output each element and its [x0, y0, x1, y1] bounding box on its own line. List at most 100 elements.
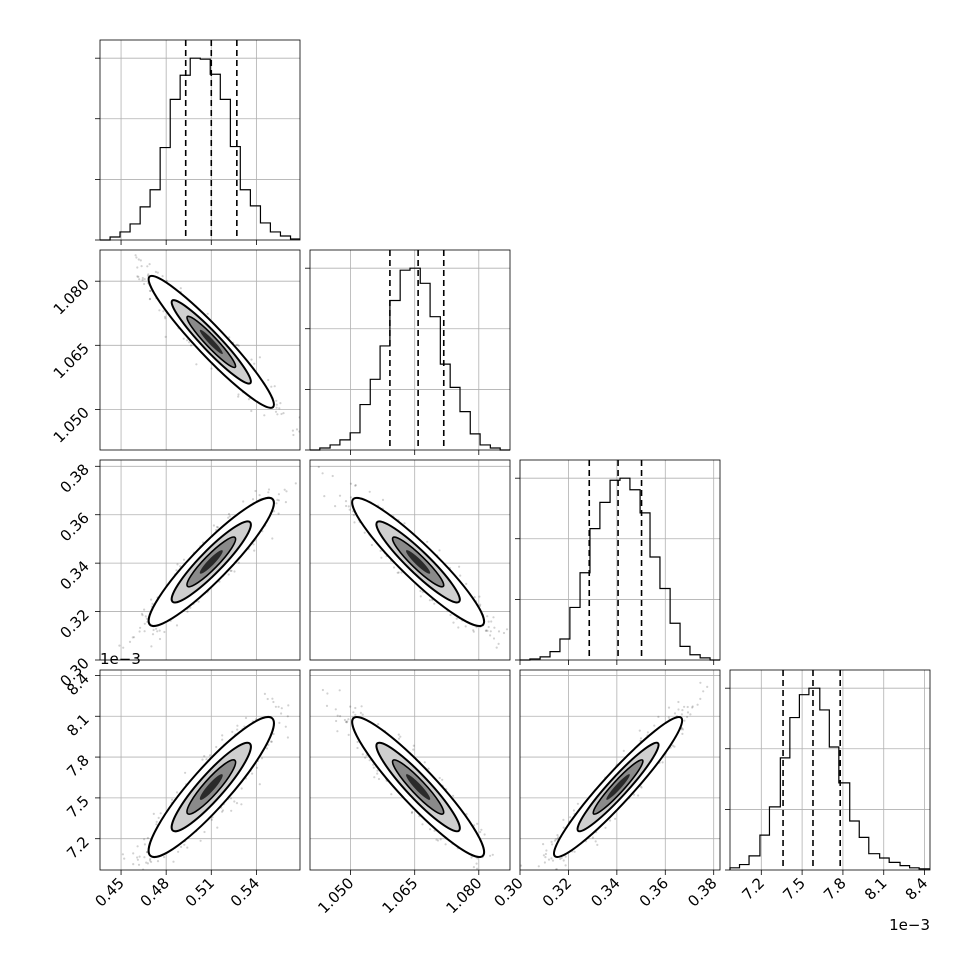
sample-point — [186, 610, 189, 613]
sample-point — [221, 810, 224, 813]
sample-point — [276, 413, 279, 416]
sample-point — [230, 809, 233, 812]
sample-point — [274, 410, 278, 413]
sample-point — [131, 636, 134, 639]
sample-point — [410, 811, 413, 815]
sample-point — [373, 776, 376, 779]
sample-point — [267, 743, 270, 747]
sample-point — [132, 863, 135, 866]
sample-point — [557, 836, 560, 839]
sample-point — [175, 569, 178, 572]
sample-point — [195, 363, 198, 366]
sample-point — [354, 706, 357, 710]
sample-point — [475, 862, 478, 865]
sample-point — [138, 630, 141, 633]
sample-point — [435, 838, 438, 841]
sample-point — [275, 399, 278, 402]
sample-point — [486, 615, 489, 618]
sample-point — [141, 614, 144, 617]
marginal-panel-3 — [725, 669, 931, 871]
sample-point — [253, 362, 256, 365]
sample-point — [139, 626, 142, 629]
marginal-panel-0 — [95, 39, 301, 241]
sample-point — [335, 719, 338, 723]
sample-point — [184, 771, 187, 774]
sample-point — [179, 287, 182, 290]
contour-line-outer — [147, 716, 275, 859]
sample-point — [227, 516, 230, 519]
sample-point — [143, 838, 146, 841]
sample-point — [221, 734, 224, 737]
sample-point — [236, 343, 239, 346]
sample-point — [352, 711, 355, 714]
sample-point — [345, 504, 348, 508]
sample-point — [158, 309, 161, 312]
sample-point — [263, 414, 266, 417]
sample-point — [323, 495, 326, 498]
sample-point — [235, 343, 238, 347]
sample-point — [186, 846, 189, 849]
sample-point — [272, 732, 275, 736]
histogram-step-3 — [729, 687, 930, 870]
contour-line-outer — [147, 496, 275, 628]
sample-point — [260, 757, 264, 760]
sample-point — [132, 852, 135, 855]
sample-point — [236, 724, 239, 727]
sample-point — [182, 558, 186, 561]
sample-point — [149, 289, 152, 293]
histogram-step-1 — [310, 267, 510, 451]
sample-point — [492, 637, 496, 640]
sample-point — [189, 606, 192, 609]
sample-point — [487, 625, 490, 629]
sample-point — [201, 758, 204, 761]
sample-point — [286, 736, 289, 739]
sample-point — [129, 880, 131, 882]
marginal-panel-1-frame — [309, 249, 511, 451]
sample-point — [491, 853, 494, 856]
sample-point — [421, 823, 424, 826]
sample-point — [150, 598, 153, 601]
sample-point — [210, 818, 213, 821]
sample-point — [305, 693, 307, 695]
sample-point — [493, 626, 496, 629]
sample-point — [364, 756, 367, 759]
sample-point — [146, 836, 149, 840]
sample-point — [338, 494, 342, 497]
sample-point — [143, 608, 146, 611]
sample-point — [250, 358, 253, 361]
sample-point — [489, 630, 492, 633]
sample-point — [292, 433, 295, 437]
sample-point — [359, 711, 362, 715]
sample-point — [356, 740, 359, 744]
sample-point — [423, 761, 426, 764]
sample-point — [186, 339, 189, 342]
sample-point — [489, 634, 492, 637]
sample-point — [147, 273, 150, 276]
sample-point — [321, 688, 324, 692]
sample-point — [252, 543, 255, 546]
sample-point — [143, 630, 146, 633]
sample-point — [412, 744, 415, 747]
sample-point — [283, 488, 286, 491]
contour-line-mid — [170, 299, 252, 385]
sample-point — [228, 336, 231, 339]
sample-point — [472, 866, 475, 869]
sample-point — [172, 860, 175, 863]
sample-point — [529, 879, 531, 881]
sample-point — [551, 843, 554, 846]
sample-point — [275, 502, 278, 505]
sample-point — [564, 864, 567, 867]
sample-point — [229, 797, 233, 800]
sample-point — [497, 630, 501, 633]
sample-point — [148, 298, 151, 301]
sample-point — [412, 748, 415, 751]
sample-point — [325, 704, 329, 708]
sample-point — [137, 863, 141, 866]
sample-point — [137, 275, 140, 278]
sample-point — [279, 402, 282, 405]
sample-point — [150, 860, 153, 864]
sample-point — [146, 862, 149, 865]
sample-point — [476, 867, 479, 870]
sample-point — [199, 839, 202, 842]
contour-line-inner — [391, 759, 445, 815]
